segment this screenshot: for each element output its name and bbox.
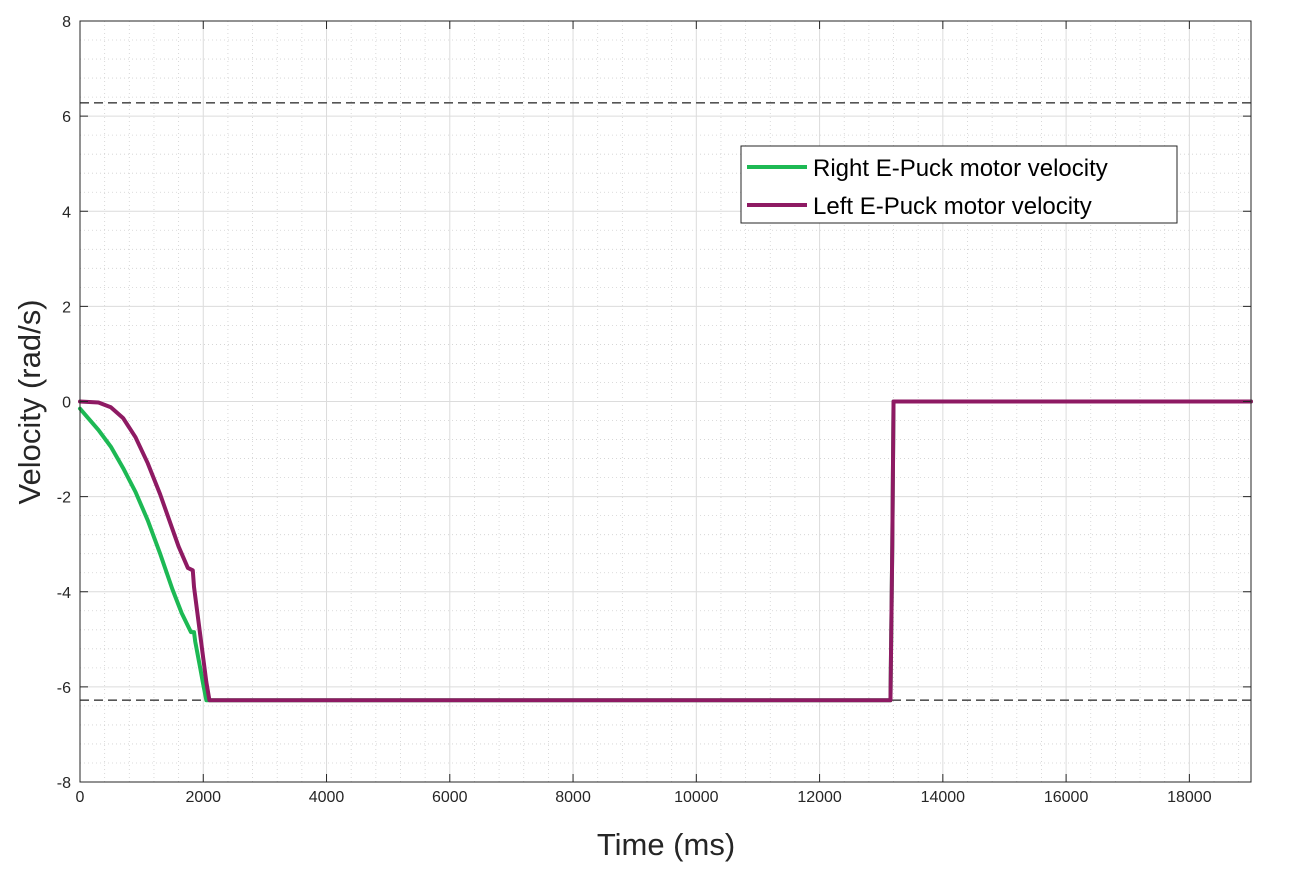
y-tick-label: 4 (62, 204, 71, 221)
x-tick-label: 14000 (921, 789, 966, 806)
legend-label-left: Left E-Puck motor velocity (813, 193, 1092, 220)
y-tick-label: 8 (62, 14, 71, 31)
y-tick-label: -6 (57, 680, 71, 697)
x-tick-label: 6000 (432, 789, 468, 806)
y-tick-label: -4 (57, 585, 71, 602)
y-axis-title: Velocity (rad/s) (12, 299, 47, 504)
x-tick-label: 8000 (555, 789, 591, 806)
legend-box (740, 145, 1178, 224)
y-tick-label: 0 (62, 395, 71, 412)
x-tick-label: 0 (76, 789, 85, 806)
y-tick-label: 2 (62, 299, 71, 316)
legend-label-right: Right E-Puck motor velocity (813, 155, 1108, 182)
y-axis-ticks: 8 6 4 2 0 -2 -4 -6 -8 (57, 14, 1251, 792)
x-tick-label: 10000 (674, 789, 719, 806)
y-tick-label: -8 (57, 775, 71, 792)
x-tick-label: 2000 (185, 789, 221, 806)
x-tick-label: 4000 (309, 789, 345, 806)
y-tick-label: 6 (62, 109, 71, 126)
x-tick-label: 16000 (1044, 789, 1089, 806)
legend: Right E-Puck motor velocity Left E-Puck … (740, 145, 1178, 224)
x-axis-title: Time (ms) (597, 827, 735, 862)
x-axis-ticks: 0 2000 4000 6000 8000 10000 12000 14000 16000 180… (76, 21, 1212, 806)
series-line-left (78, 399, 1253, 703)
x-tick-label: 18000 (1167, 789, 1212, 806)
series-layer (78, 399, 1253, 703)
x-tick-label: 12000 (797, 789, 842, 806)
y-tick-label: -2 (57, 490, 71, 507)
